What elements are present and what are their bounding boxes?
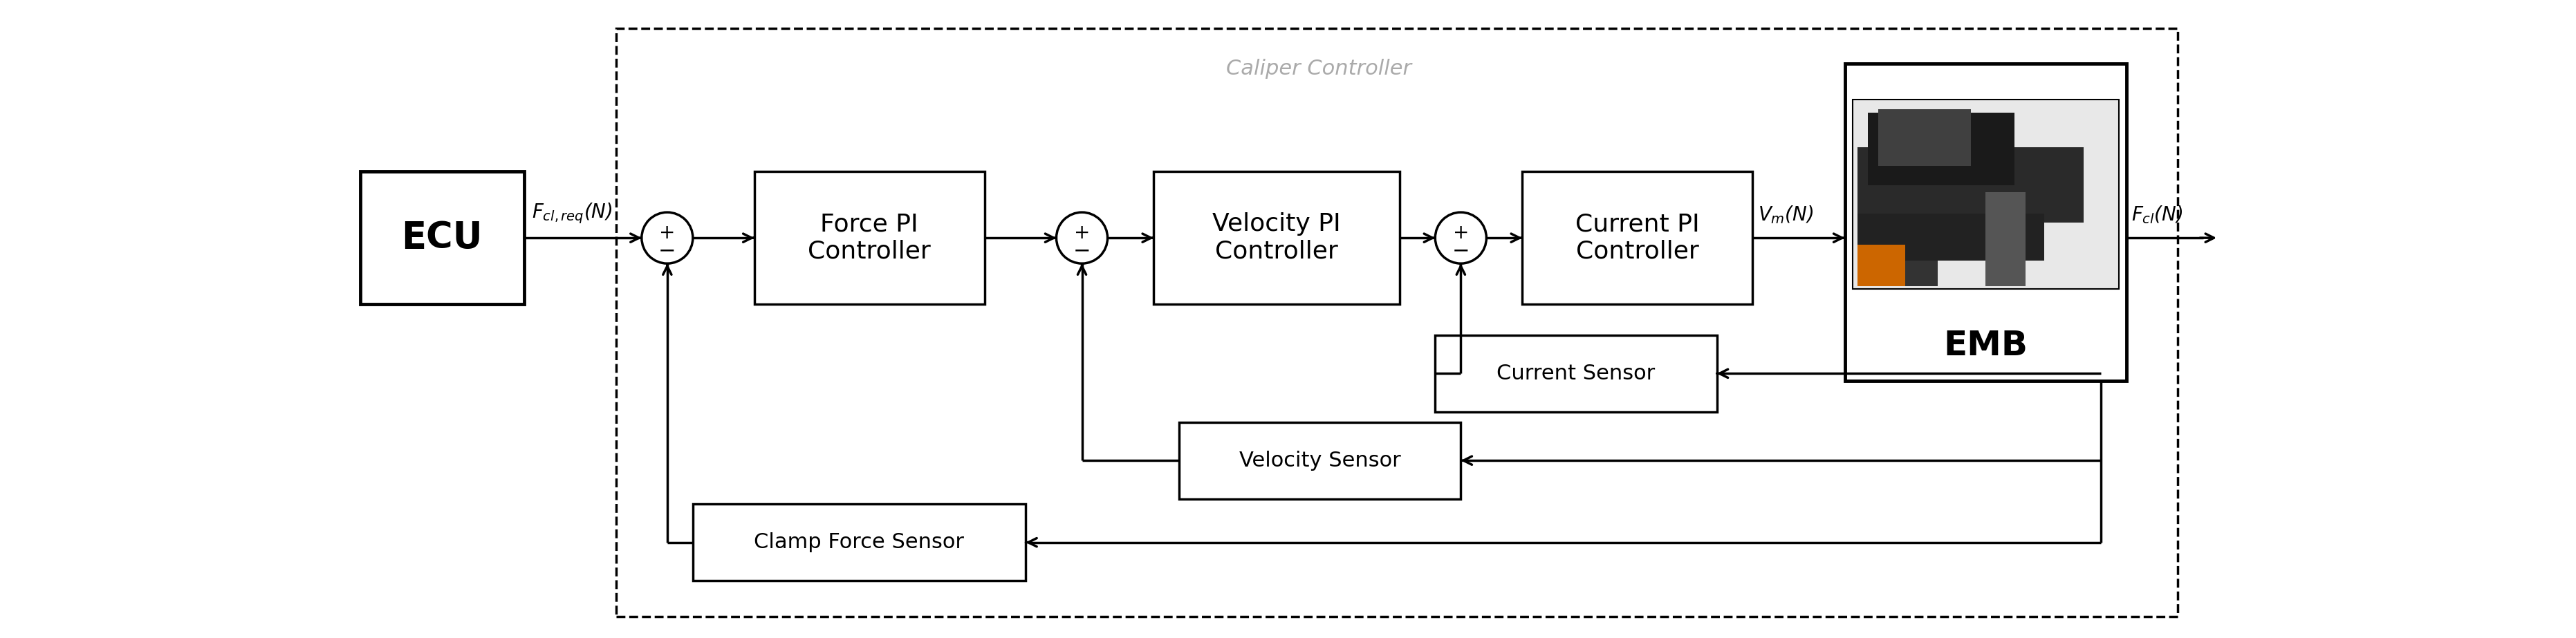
Text: −: −	[659, 241, 675, 261]
FancyBboxPatch shape	[1857, 147, 2084, 223]
FancyBboxPatch shape	[1852, 100, 2117, 289]
FancyBboxPatch shape	[1522, 172, 1752, 304]
Text: $F_{cl}$(N): $F_{cl}$(N)	[2130, 204, 2182, 225]
Text: −: −	[1453, 241, 1468, 261]
Text: EMB: EMB	[1942, 329, 2027, 362]
Text: +: +	[1453, 223, 1468, 242]
FancyBboxPatch shape	[616, 28, 2177, 616]
Text: +: +	[1074, 223, 1090, 242]
Text: Caliper Controller: Caliper Controller	[1226, 59, 1412, 79]
FancyBboxPatch shape	[755, 172, 984, 304]
FancyBboxPatch shape	[1844, 64, 2125, 381]
FancyBboxPatch shape	[693, 504, 1025, 581]
FancyBboxPatch shape	[1857, 245, 1906, 286]
Text: $F_{cl,req}$(N): $F_{cl,req}$(N)	[531, 201, 613, 225]
Text: −: −	[1074, 241, 1090, 261]
Text: Clamp Force Sensor: Clamp Force Sensor	[755, 532, 963, 553]
FancyBboxPatch shape	[1868, 113, 2014, 185]
Text: ECU: ECU	[402, 220, 482, 256]
FancyBboxPatch shape	[361, 172, 523, 304]
FancyBboxPatch shape	[1154, 172, 1399, 304]
FancyBboxPatch shape	[1878, 109, 1971, 166]
FancyBboxPatch shape	[1435, 335, 1716, 412]
FancyBboxPatch shape	[1180, 422, 1461, 499]
Text: Current PI
Controller: Current PI Controller	[1577, 212, 1700, 263]
FancyBboxPatch shape	[1857, 214, 1937, 286]
Text: Force PI
Controller: Force PI Controller	[809, 212, 930, 263]
Text: Velocity PI
Controller: Velocity PI Controller	[1213, 212, 1340, 263]
FancyBboxPatch shape	[1986, 192, 2025, 286]
Text: Current Sensor: Current Sensor	[1497, 364, 1656, 383]
Text: Velocity Sensor: Velocity Sensor	[1239, 450, 1401, 470]
Text: $V_m$(N): $V_m$(N)	[1757, 204, 1814, 225]
FancyBboxPatch shape	[1857, 213, 2043, 261]
Text: +: +	[659, 223, 675, 242]
